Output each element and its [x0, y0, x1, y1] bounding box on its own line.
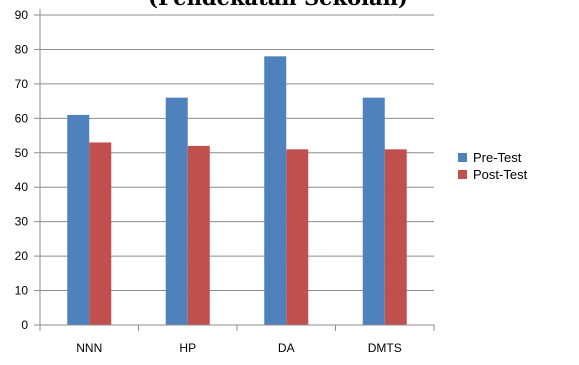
y-tick-labels: 0 10 20 30 40 50 60 70 80 90 — [15, 8, 29, 332]
bar-post-test-nnn — [89, 142, 112, 325]
y-tick-label: 30 — [15, 215, 29, 229]
bar-pre-test-hp — [165, 97, 188, 326]
x-tick-label-nnn: NNN — [76, 341, 102, 355]
y-tick-label: 90 — [15, 8, 29, 22]
legend-label-pre-test: Pre-Test — [473, 150, 522, 165]
y-tick-label: 60 — [15, 111, 29, 125]
x-tick-label-hp: HP — [179, 341, 196, 355]
legend-swatch-post-test — [458, 170, 467, 179]
bar-post-test-dmts — [384, 149, 407, 325]
y-tick-label: 20 — [15, 249, 29, 263]
chart-title: (Pendekatan Sekolah) — [148, 0, 408, 10]
x-tick-label-dmts: DMTS — [368, 341, 402, 355]
y-tick-label: 70 — [15, 77, 29, 91]
bar-pre-test-da — [264, 56, 287, 325]
legend-swatch-pre-test — [458, 153, 467, 162]
y-tick-label: 0 — [21, 318, 28, 332]
legend: Pre-Test Post-Test — [458, 150, 528, 182]
y-tick-label: 10 — [15, 284, 29, 298]
bar-pre-test-dmts — [362, 97, 385, 326]
bars — [67, 56, 407, 326]
y-tick-label: 80 — [15, 42, 29, 56]
x-tick-labels: NNN HP DA DMTS — [76, 341, 402, 355]
bar-pre-test-nnn — [67, 114, 90, 325]
y-tick-label: 40 — [15, 180, 29, 194]
legend-label-post-test: Post-Test — [473, 167, 528, 182]
y-tick-label: 50 — [15, 146, 29, 160]
bar-post-test-da — [286, 149, 309, 325]
x-tick-label-da: DA — [278, 341, 295, 355]
bar-post-test-hp — [187, 145, 210, 325]
axes — [34, 9, 435, 331]
